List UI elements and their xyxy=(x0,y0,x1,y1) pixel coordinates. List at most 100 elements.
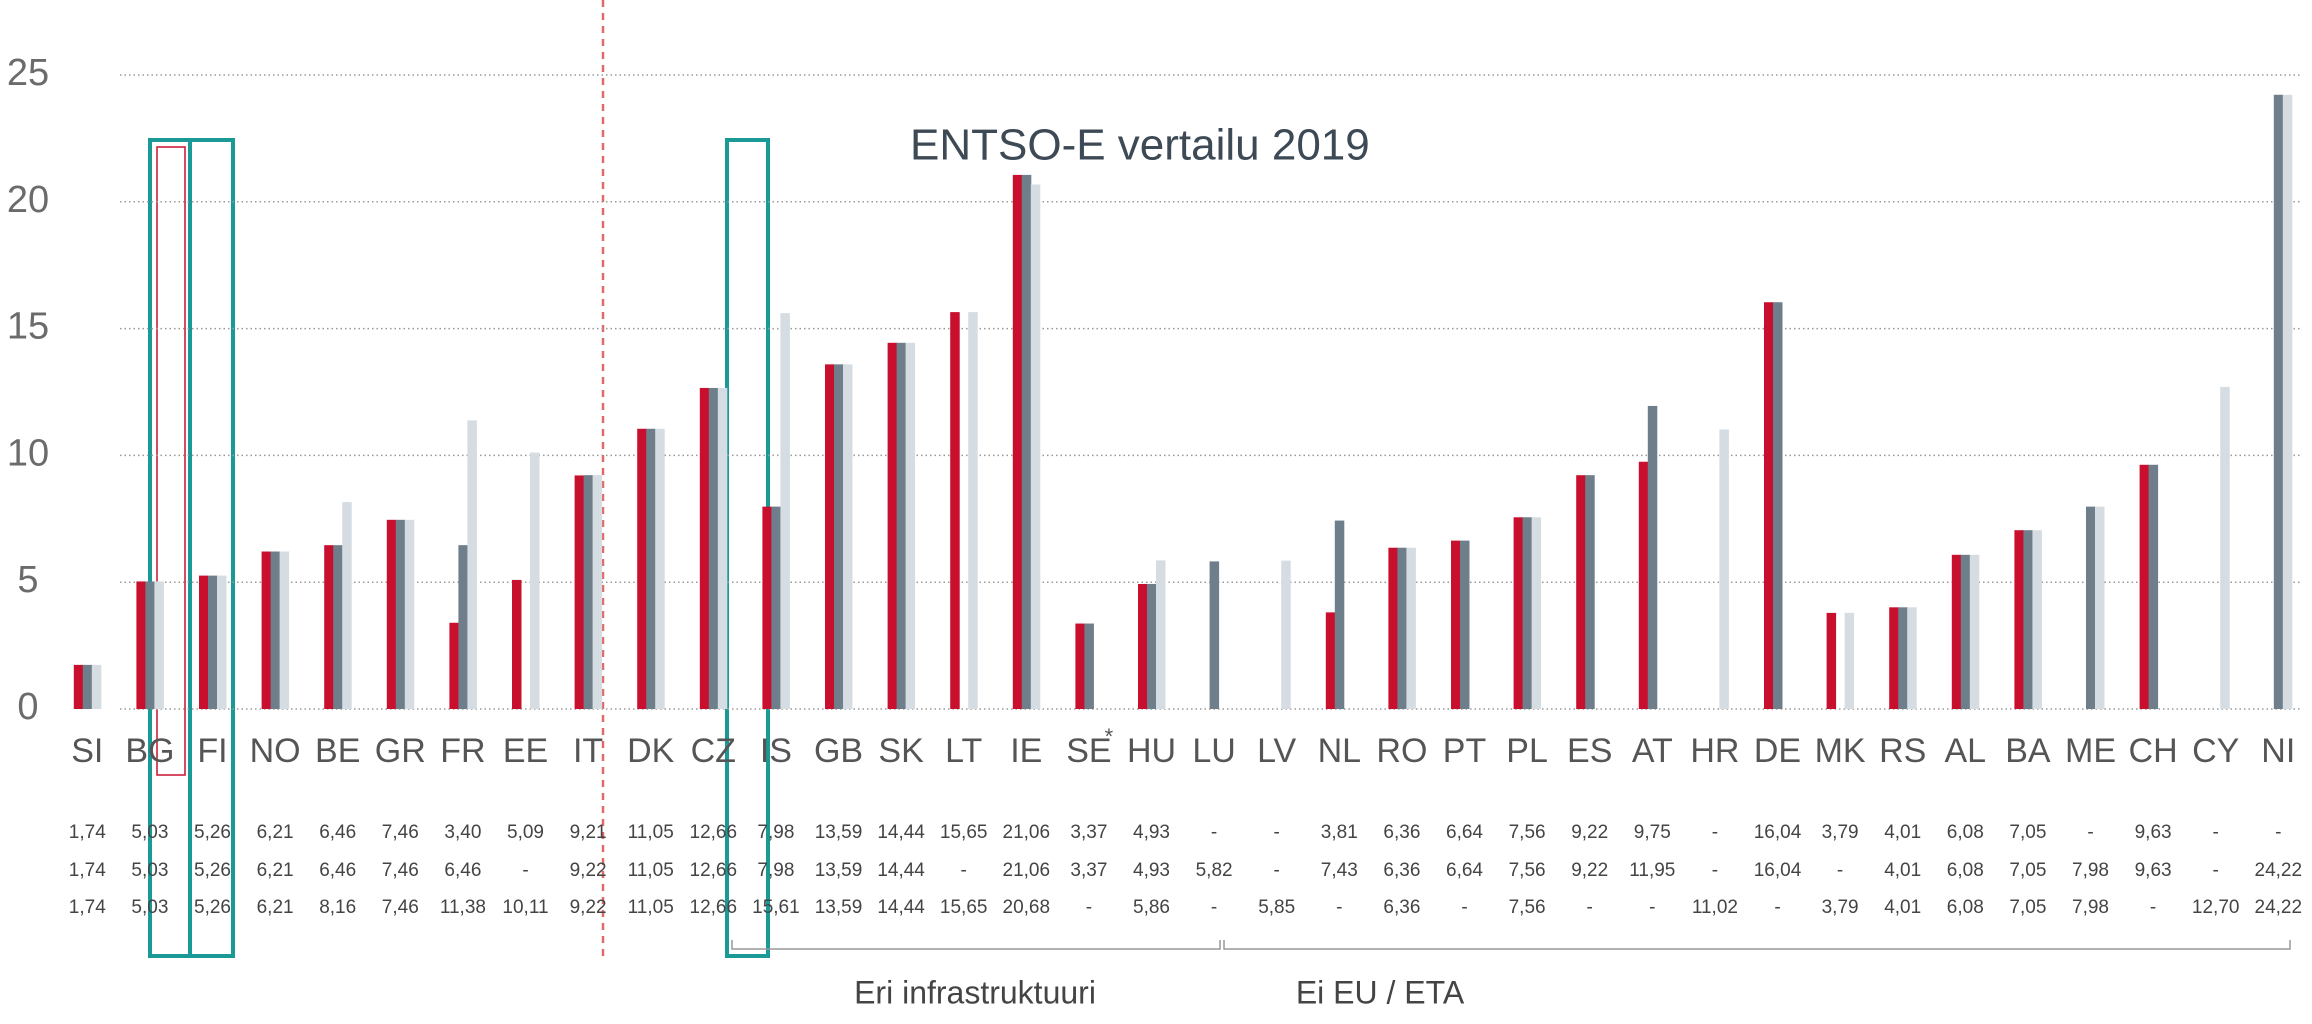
x-tick-label: SI xyxy=(71,732,103,770)
x-tick-label: HU xyxy=(1127,732,1176,770)
bar xyxy=(708,387,719,709)
bar xyxy=(968,312,978,709)
value-label: 11,05 xyxy=(628,897,674,918)
x-tick-label: SK xyxy=(878,732,924,770)
value-label: 5,26 xyxy=(194,860,231,881)
value-label: 14,44 xyxy=(877,860,925,881)
bar xyxy=(1773,302,1783,709)
bar xyxy=(1030,184,1041,710)
bar xyxy=(1156,560,1166,709)
value-label: 11,05 xyxy=(628,860,674,881)
y-tick-label: 25 xyxy=(7,52,49,94)
bar xyxy=(199,575,209,709)
value-label: 15,65 xyxy=(940,897,988,918)
bar xyxy=(2086,506,2096,709)
bar xyxy=(1585,475,1595,709)
x-tick-label: IT xyxy=(573,732,603,770)
y-tick-label: 5 xyxy=(17,559,38,601)
value-label: 9,63 xyxy=(2135,822,2172,843)
x-tick-label: BG xyxy=(125,732,174,770)
value-label: 5,26 xyxy=(194,822,231,843)
x-tick-label: NL xyxy=(1318,732,1361,770)
value-label: 3,40 xyxy=(444,822,481,843)
value-label: 5,86 xyxy=(1133,897,1170,918)
x-tick-label: LT xyxy=(945,732,982,770)
value-label: 6,08 xyxy=(1947,860,1984,881)
value-label: 3,79 xyxy=(1822,897,1859,918)
bar xyxy=(1826,612,1837,709)
bar xyxy=(1522,517,1533,709)
x-tick-label: LU xyxy=(1192,732,1235,770)
bar xyxy=(1460,540,1470,709)
bar xyxy=(2032,530,2042,709)
bar xyxy=(154,581,164,709)
bar xyxy=(91,664,102,709)
value-label: 1,74 xyxy=(69,822,106,843)
bracket xyxy=(1223,940,2291,950)
value-label: 13,59 xyxy=(815,860,863,881)
bar xyxy=(1451,540,1461,709)
value-label: 9,63 xyxy=(2135,860,2172,881)
bar xyxy=(896,342,907,709)
highlight-box xyxy=(188,138,235,958)
value-label: - xyxy=(2087,822,2093,843)
value-label: 6,21 xyxy=(257,860,294,881)
value-label: - xyxy=(2150,897,2156,918)
value-label: 12,66 xyxy=(690,822,738,843)
x-tick-label: RS xyxy=(1879,732,1926,770)
value-label: - xyxy=(1712,860,1718,881)
value-label: 5,03 xyxy=(131,860,168,881)
value-label: 6,36 xyxy=(1383,897,1420,918)
bar xyxy=(1021,174,1032,709)
bar xyxy=(467,420,477,709)
bar xyxy=(834,364,844,709)
bar xyxy=(592,475,603,709)
bar xyxy=(1719,429,1729,709)
value-label: 7,46 xyxy=(382,822,419,843)
value-label: 6,64 xyxy=(1446,860,1483,881)
bar xyxy=(950,312,960,709)
x-tick-label: PT xyxy=(1443,732,1486,770)
bar xyxy=(1147,583,1157,709)
bar xyxy=(512,579,522,709)
value-label: 1,74 xyxy=(69,860,106,881)
value-label: 7,56 xyxy=(1509,897,1546,918)
bar xyxy=(905,342,916,709)
x-tick-label: DK xyxy=(627,732,675,770)
bar xyxy=(1951,554,1962,709)
bar xyxy=(2220,386,2230,709)
value-label: 6,08 xyxy=(1947,822,1984,843)
bar xyxy=(342,502,352,709)
value-label: - xyxy=(1712,822,1718,843)
bar xyxy=(73,664,84,709)
x-tick-label: CH xyxy=(2129,732,2178,770)
value-label: 13,59 xyxy=(815,897,863,918)
bar xyxy=(386,519,397,709)
value-label: - xyxy=(1837,860,1843,881)
bar xyxy=(324,545,334,709)
value-label: 7,98 xyxy=(757,860,794,881)
bar xyxy=(217,575,227,709)
bar xyxy=(717,387,728,709)
bar xyxy=(1907,607,1917,709)
group-brackets xyxy=(731,940,2291,950)
value-label: 11,38 xyxy=(440,897,486,918)
bar xyxy=(449,622,459,709)
value-label: 5,82 xyxy=(1196,860,1233,881)
value-label: 6,46 xyxy=(444,860,481,881)
bar xyxy=(1844,612,1855,709)
bar xyxy=(762,506,772,709)
value-label: - xyxy=(2213,860,2219,881)
value-label: 13,59 xyxy=(815,822,863,843)
value-label: 9,22 xyxy=(570,897,607,918)
value-label: 12,66 xyxy=(690,897,738,918)
value-label: 11,02 xyxy=(1692,897,1738,918)
value-label: - xyxy=(1336,897,1342,918)
value-label: 7,98 xyxy=(757,822,794,843)
x-tick-label: CY xyxy=(2192,732,2239,770)
bar xyxy=(1513,517,1524,709)
value-label: 11,95 xyxy=(1629,860,1675,881)
bar xyxy=(780,313,790,709)
highlight-frame xyxy=(156,146,186,776)
